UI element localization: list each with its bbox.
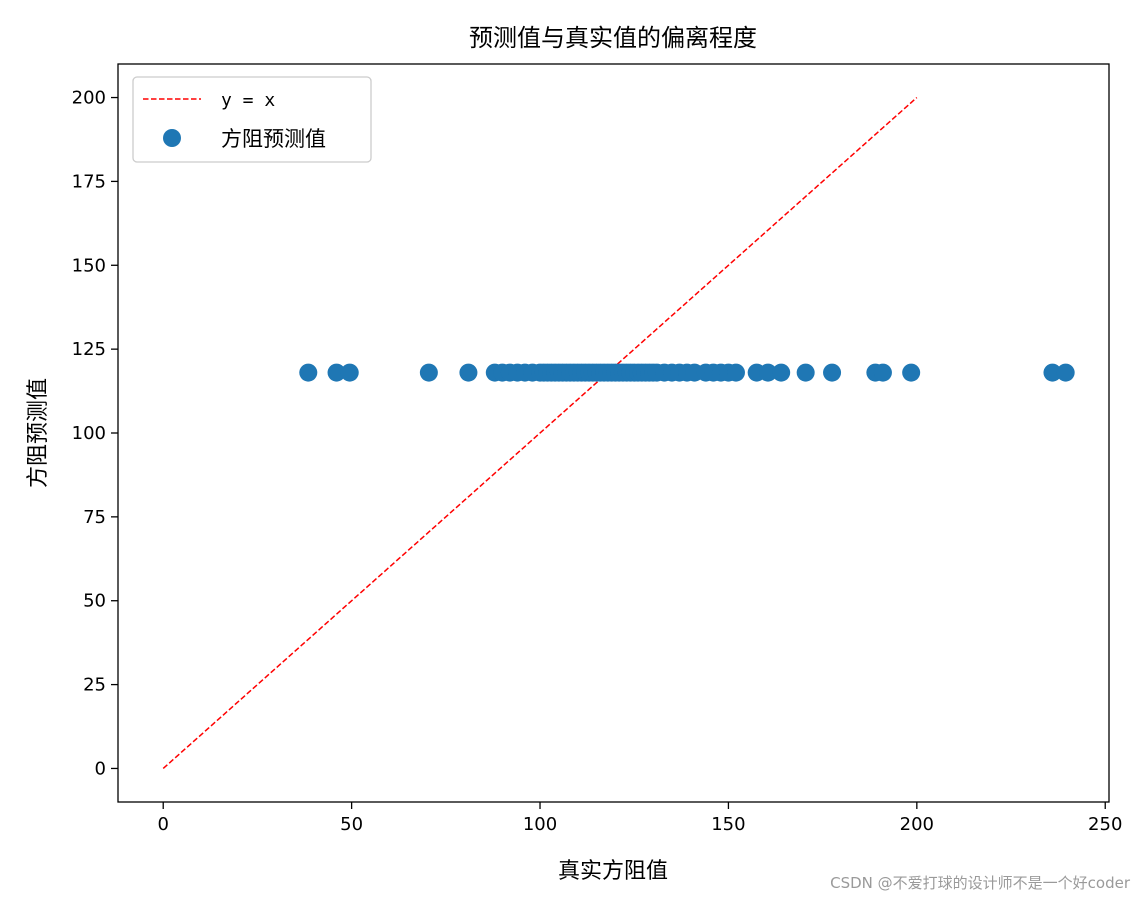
x-tick-label: 150: [711, 814, 745, 835]
scatter-point: [1056, 363, 1075, 382]
scatter-point: [340, 363, 359, 382]
y-tick-label: 125: [72, 339, 106, 360]
scatter-point: [772, 363, 791, 382]
scatter-point: [726, 363, 745, 382]
scatter-point: [823, 363, 842, 382]
watermark: CSDN @不爱打球的设计师不是一个好coder: [830, 874, 1130, 892]
x-tick-label: 50: [340, 814, 363, 835]
scatter-point: [419, 363, 438, 382]
plot-area: [118, 64, 1109, 802]
x-axis: 0 50 100 150 200 250: [157, 802, 1122, 835]
x-axis-label: 真实方阻值: [558, 859, 668, 884]
legend: y = x 方阻预测值: [132, 76, 372, 163]
scatter-point: [459, 363, 478, 382]
scatter-point: [299, 363, 318, 382]
scatter-point: [873, 363, 892, 382]
legend-label-scatter: 方阻预测值: [221, 127, 326, 151]
y-tick-label: 25: [83, 675, 106, 696]
y-tick-label: 200: [72, 88, 106, 109]
y-tick-label: 175: [72, 171, 106, 192]
y-tick-label: 50: [83, 591, 106, 612]
x-tick-label: 200: [900, 814, 934, 835]
scatter-point: [758, 363, 777, 382]
scatter-point: [327, 363, 346, 382]
x-tick-label: 100: [523, 814, 557, 835]
data-layer: [162, 96, 1075, 770]
y-tick-label: 0: [95, 758, 106, 779]
series-line-y-equals-x: [162, 96, 918, 770]
x-tick-label: 250: [1088, 814, 1122, 835]
y-axis-label: 方阻预测值: [26, 378, 51, 488]
scatter-point: [1043, 363, 1062, 382]
y-axis: 0 25 50 75 100 125 150 175 200: [72, 88, 118, 779]
legend-label-line: y = x: [221, 90, 275, 111]
scatter-point: [902, 363, 921, 382]
y-tick-label: 75: [83, 507, 106, 528]
scatter-point: [796, 363, 815, 382]
y-tick-label: 150: [72, 255, 106, 276]
x-tick-label: 0: [157, 814, 168, 835]
y-tick-label: 100: [72, 423, 106, 444]
chart-title: 预测值与真实值的偏离程度: [469, 24, 757, 52]
legend-marker-swatch: [163, 129, 181, 147]
